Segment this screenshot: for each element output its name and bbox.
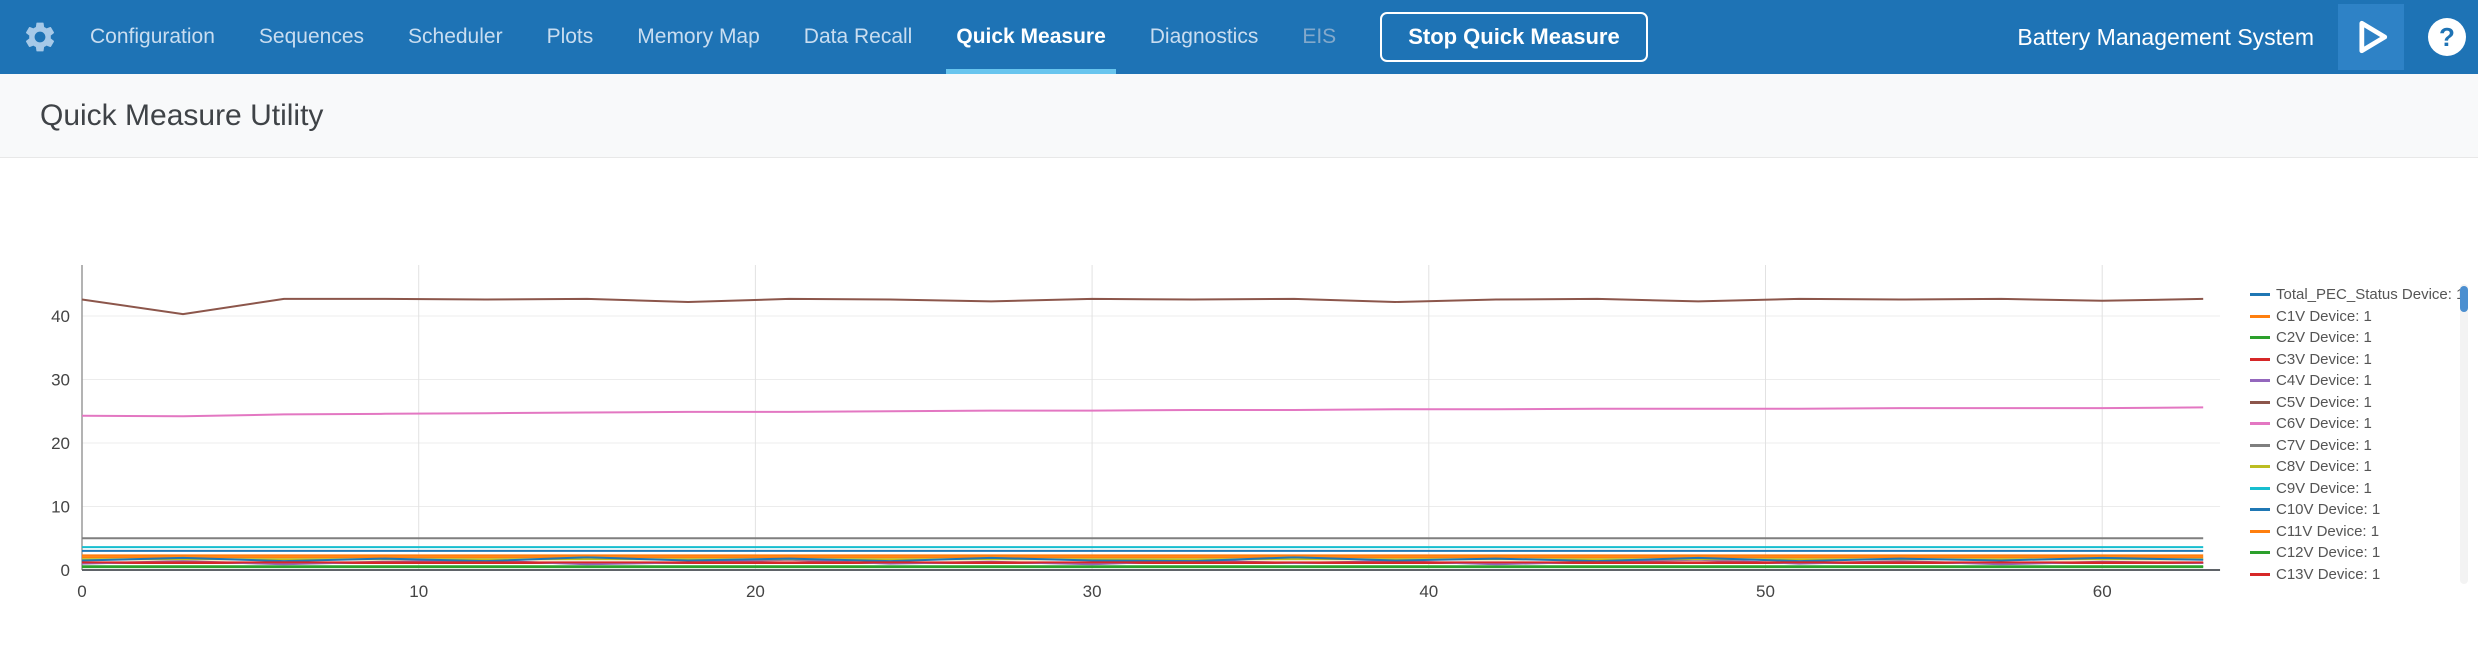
gear-icon[interactable]	[22, 17, 62, 57]
legend-item-12[interactable]: C11V Device: 1	[2250, 521, 2464, 543]
svg-text:20: 20	[51, 434, 70, 453]
chart-legend: Total_PEC_Status Device: 1 C1V Device: 1 C…	[2250, 284, 2464, 585]
legend-label: C10V Device: 1	[2276, 501, 2381, 519]
svg-text:30: 30	[51, 371, 70, 390]
legend-label: C3V Device: 1	[2276, 350, 2372, 368]
svg-text:20: 20	[746, 582, 765, 601]
legend-item-5[interactable]: C4V Device: 1	[2250, 370, 2464, 392]
page-header: Quick Measure Utility	[0, 74, 2478, 158]
stop-quick-measure-button[interactable]: Stop Quick Measure	[1380, 12, 1648, 62]
app-title: Battery Management System	[2017, 23, 2314, 50]
svg-text:0: 0	[61, 561, 70, 580]
legend-line-swatch	[2250, 379, 2270, 383]
legend-item-14[interactable]: C13V Device: 1	[2250, 564, 2464, 586]
legend-item-3[interactable]: C2V Device: 1	[2250, 327, 2464, 349]
page-title: Quick Measure Utility	[40, 98, 324, 132]
legend-item-13[interactable]: C12V Device: 1	[2250, 542, 2464, 564]
legend-line-swatch	[2250, 336, 2270, 340]
legend-label: C6V Device: 1	[2276, 415, 2372, 433]
legend-label: C5V Device: 1	[2276, 393, 2372, 411]
quick-measure-chart-area: 0 10 20 30 40 50 60 0 10 20 30 40 Total_PEC_Status …	[0, 240, 2478, 650]
svg-text:10: 10	[409, 582, 428, 601]
legend-item-4[interactable]: C3V Device: 1	[2250, 349, 2464, 371]
legend-label: C8V Device: 1	[2276, 458, 2372, 476]
legend-line-swatch	[2250, 443, 2270, 447]
legend-line-swatch	[2250, 465, 2270, 469]
nav-item-configuration[interactable]: Configuration	[90, 25, 215, 48]
help-button[interactable]: ?	[2428, 18, 2466, 56]
topbar-right-cluster: Battery Management System ?	[2017, 0, 2478, 74]
nav-item-data-recall[interactable]: Data Recall	[803, 25, 913, 48]
legend-label: C12V Device: 1	[2276, 544, 2381, 562]
legend-line-swatch	[2250, 551, 2270, 555]
legend-item-8[interactable]: C7V Device: 1	[2250, 435, 2464, 457]
nav-item-eis: EIS	[1302, 25, 1337, 48]
legend-item-2[interactable]: C1V Device: 1	[2250, 306, 2464, 328]
top-navigation-bar: Configuration Sequences Scheduler Plots Memo…	[0, 0, 2478, 74]
nav-item-diagnostics[interactable]: Diagnostics	[1149, 25, 1259, 48]
legend-line-swatch	[2250, 400, 2270, 404]
legend-label: C2V Device: 1	[2276, 329, 2372, 347]
svg-text:40: 40	[51, 307, 70, 326]
legend-line-swatch	[2250, 357, 2270, 361]
nav-item-memory-map[interactable]: Memory Map	[637, 25, 760, 48]
legend-label: C4V Device: 1	[2276, 372, 2372, 390]
legend-label: C11V Device: 1	[2276, 522, 2380, 540]
question-mark-icon: ?	[2439, 21, 2455, 52]
legend-scrollbar-thumb[interactable]	[2460, 286, 2468, 312]
nav-item-quick-measure[interactable]: Quick Measure	[946, 0, 1117, 74]
legend-item-1[interactable]: Total_PEC_Status Device: 1	[2250, 284, 2464, 306]
svg-text:10: 10	[51, 498, 70, 517]
legend-item-9[interactable]: C8V Device: 1	[2250, 456, 2464, 478]
svg-text:60: 60	[2093, 582, 2112, 601]
legend-line-swatch	[2250, 293, 2270, 297]
legend-line-swatch	[2250, 529, 2270, 533]
measurement-line-chart[interactable]: 0 10 20 30 40 50 60 0 10 20 30 40	[20, 240, 2240, 612]
nav-item-plots[interactable]: Plots	[546, 25, 594, 48]
legend-line-swatch	[2250, 572, 2270, 576]
legend-label: C9V Device: 1	[2276, 479, 2372, 497]
play-button[interactable]	[2338, 4, 2404, 70]
nav-item-scheduler[interactable]: Scheduler	[408, 25, 503, 48]
legend-label: C13V Device: 1	[2276, 565, 2381, 583]
svg-text:50: 50	[1756, 582, 1775, 601]
legend-label: Total_PEC_Status Device: 1	[2276, 286, 2465, 304]
legend-item-7[interactable]: C6V Device: 1	[2250, 413, 2464, 435]
play-icon	[2359, 20, 2388, 54]
legend-label: C7V Device: 1	[2276, 436, 2372, 454]
legend-line-swatch	[2250, 508, 2270, 512]
legend-line-swatch	[2250, 314, 2270, 318]
main-nav: Configuration Sequences Scheduler Plots Memo…	[88, 0, 1338, 74]
svg-text:0: 0	[77, 582, 86, 601]
legend-line-swatch	[2250, 486, 2270, 490]
legend-label: C1V Device: 1	[2276, 307, 2372, 325]
legend-item-10[interactable]: C9V Device: 1	[2250, 478, 2464, 500]
svg-text:30: 30	[1083, 582, 1102, 601]
legend-item-6[interactable]: C5V Device: 1	[2250, 392, 2464, 414]
svg-text:40: 40	[1419, 582, 1438, 601]
legend-line-swatch	[2250, 422, 2270, 426]
nav-item-sequences[interactable]: Sequences	[258, 25, 365, 48]
legend-item-11[interactable]: C10V Device: 1	[2250, 499, 2464, 521]
legend-scrollbar-track	[2460, 284, 2468, 584]
